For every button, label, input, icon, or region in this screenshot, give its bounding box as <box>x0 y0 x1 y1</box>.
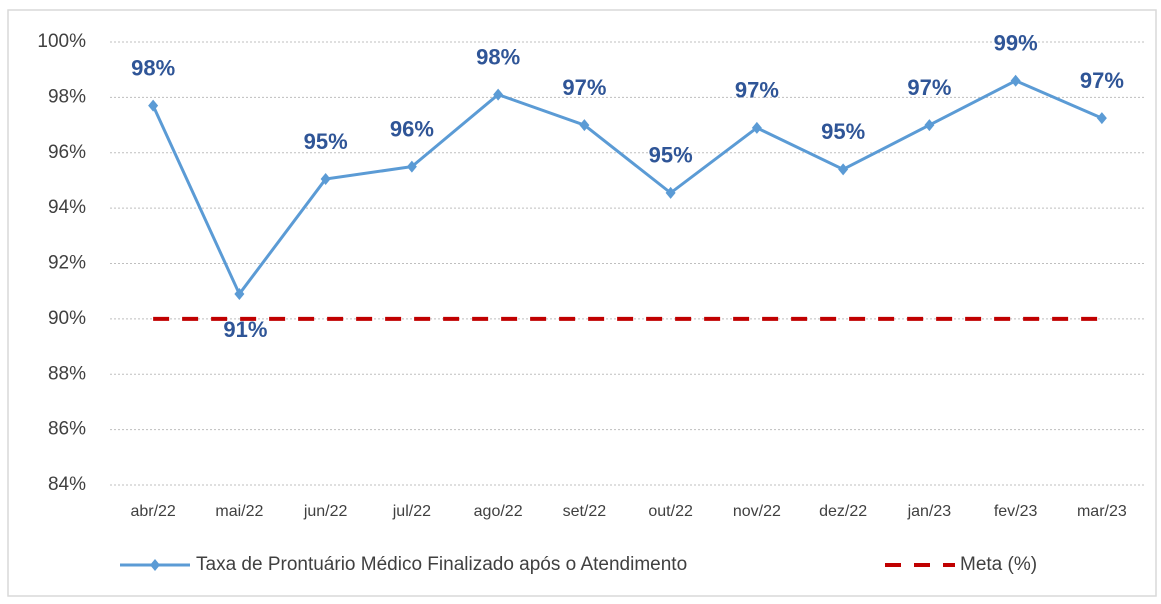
data-label: 99% <box>994 31 1038 56</box>
data-label: 91% <box>223 317 267 342</box>
data-point <box>406 160 417 173</box>
y-tick-label: 84% <box>48 474 86 495</box>
x-tick-label: jul/22 <box>392 503 431 520</box>
data-line <box>151 79 1103 297</box>
x-tick-label: dez/22 <box>819 503 867 520</box>
data-point <box>1010 74 1021 87</box>
data-label: 95% <box>649 143 693 168</box>
data-point <box>234 287 245 300</box>
legend-label: Taxa de Prontuário Médico Finalizado apó… <box>196 554 687 575</box>
data-label: 97% <box>1080 68 1124 93</box>
y-tick-label: 98% <box>48 86 86 107</box>
y-tick-label: 92% <box>48 253 86 274</box>
data-point <box>924 119 935 132</box>
x-tick-label: out/22 <box>648 503 693 520</box>
y-tick-label: 94% <box>48 197 86 218</box>
x-tick-label: set/22 <box>563 503 607 520</box>
data-point <box>579 119 590 132</box>
data-point <box>320 173 331 186</box>
x-tick-label: jun/22 <box>303 503 348 520</box>
x-tick-label: fev/23 <box>994 503 1038 520</box>
data-point <box>1096 112 1107 125</box>
x-tick-label: jan/23 <box>907 503 952 520</box>
x-tick-label: abr/22 <box>130 503 175 520</box>
y-tick-label: 88% <box>48 363 86 384</box>
data-label: 97% <box>562 75 606 100</box>
y-tick-label: 96% <box>48 142 86 163</box>
y-tick-label: 100% <box>37 31 86 52</box>
legend-label: Meta (%) <box>960 554 1037 575</box>
data-label: 97% <box>735 78 779 103</box>
data-point <box>751 121 762 134</box>
data-label: 98% <box>131 55 175 80</box>
data-label: 95% <box>821 119 865 144</box>
data-point <box>665 186 676 199</box>
x-tick-label: nov/22 <box>733 503 781 520</box>
data-label: 96% <box>390 116 434 141</box>
x-tick-label: mai/22 <box>215 503 263 520</box>
data-label: 97% <box>907 75 951 100</box>
data-point <box>148 99 159 112</box>
legend-marker <box>150 559 160 571</box>
y-tick-label: 90% <box>48 308 86 329</box>
y-tick-label: 86% <box>48 419 86 440</box>
data-label: 98% <box>476 44 520 69</box>
x-tick-label: mar/23 <box>1077 503 1127 520</box>
data-label: 95% <box>304 129 348 154</box>
data-point <box>493 88 504 101</box>
data-point <box>838 163 849 176</box>
x-tick-label: ago/22 <box>474 503 523 520</box>
